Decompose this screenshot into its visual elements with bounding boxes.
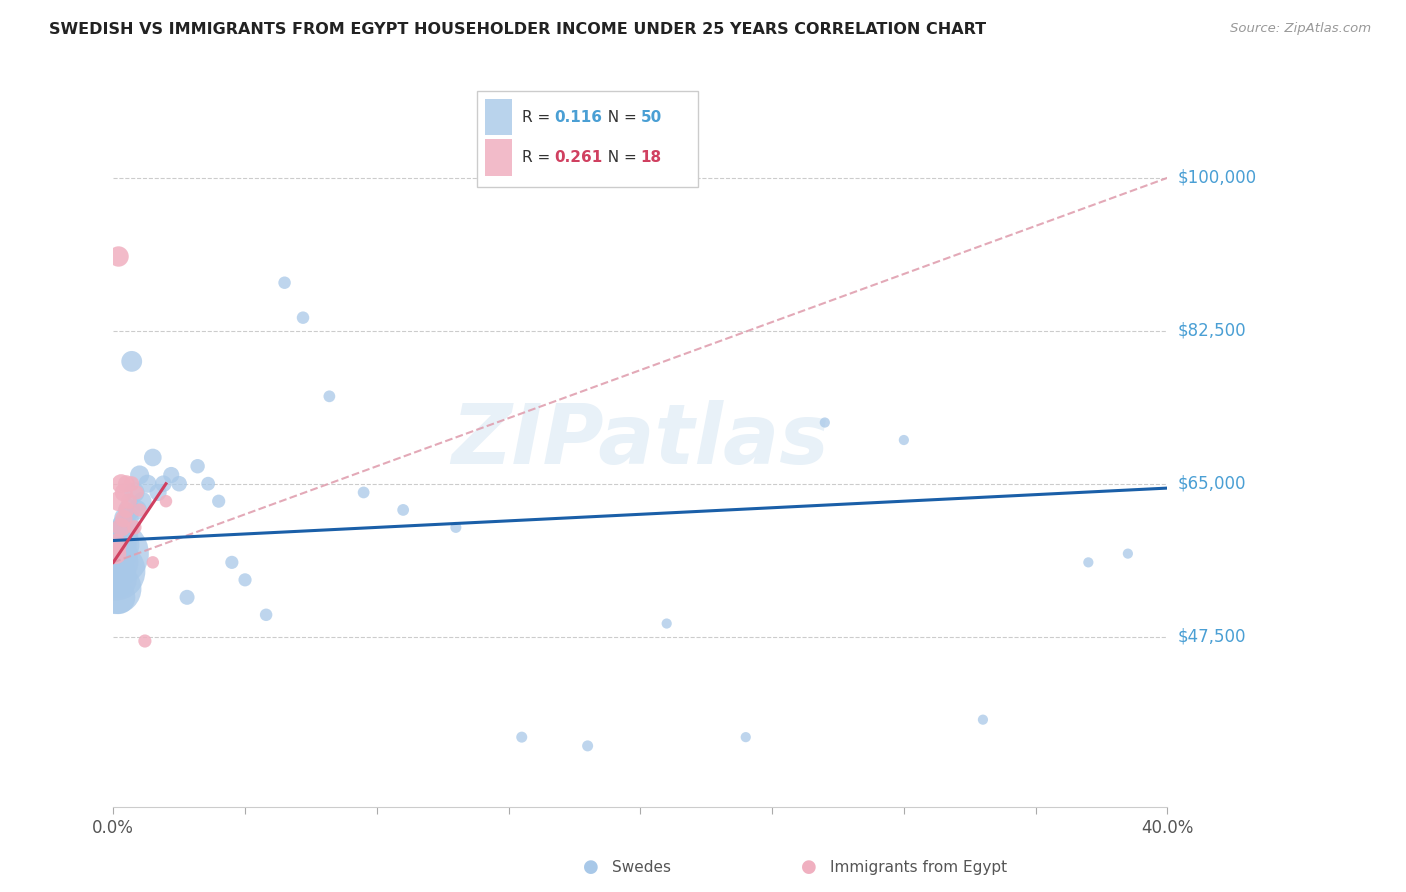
Text: $100,000: $100,000 [1178, 169, 1257, 186]
Point [110, 520, 132, 534]
Point [197, 476, 219, 491]
Point [112, 485, 135, 500]
Point [104, 538, 127, 552]
Point [142, 450, 165, 465]
Point [107, 555, 129, 569]
Point [104, 582, 127, 596]
Point [160, 467, 183, 482]
Point [104, 547, 127, 561]
Text: ZIPatlas: ZIPatlas [451, 400, 830, 481]
Point [118, 520, 141, 534]
Point [128, 503, 150, 517]
Point [273, 276, 295, 290]
Text: Immigrants from Egypt: Immigrants from Egypt [830, 860, 1007, 874]
Text: 0.116: 0.116 [554, 110, 602, 125]
Point [318, 389, 340, 403]
Point [208, 494, 231, 508]
Text: ●: ● [582, 858, 599, 876]
Point [187, 459, 209, 474]
Point [121, 354, 143, 368]
Point [125, 485, 148, 500]
Point [124, 485, 146, 500]
Point [221, 555, 243, 569]
Point [110, 476, 132, 491]
Point [1116, 547, 1139, 561]
Point [124, 520, 146, 534]
Text: 50: 50 [640, 110, 662, 125]
Point [118, 503, 141, 517]
Text: SWEDISH VS IMMIGRANTS FROM EGYPT HOUSEHOLDER INCOME UNDER 25 YEARS CORRELATION C: SWEDISH VS IMMIGRANTS FROM EGYPT HOUSEHO… [49, 22, 987, 37]
Point [134, 634, 156, 648]
Point [233, 573, 256, 587]
Point [107, 250, 129, 264]
Text: R =: R = [522, 110, 555, 125]
Point [115, 511, 138, 525]
Text: Source: ZipAtlas.com: Source: ZipAtlas.com [1230, 22, 1371, 36]
Point [107, 538, 129, 552]
Point [353, 485, 375, 500]
Point [125, 503, 148, 517]
Point [142, 555, 165, 569]
Point [115, 529, 138, 543]
Point [110, 529, 132, 543]
Point [576, 739, 599, 753]
Point [112, 511, 135, 525]
Point [118, 494, 141, 508]
Point [110, 564, 132, 578]
Point [112, 520, 135, 534]
Point [107, 591, 129, 605]
Point [655, 616, 678, 631]
Point [155, 494, 177, 508]
Point [167, 476, 190, 491]
Text: 0.261: 0.261 [554, 150, 602, 165]
Point [254, 607, 277, 622]
Point [115, 476, 138, 491]
FancyBboxPatch shape [477, 91, 699, 186]
Text: R =: R = [522, 150, 555, 165]
Point [292, 310, 315, 325]
Bar [485, 139, 512, 176]
Text: $82,500: $82,500 [1178, 322, 1247, 340]
Point [152, 476, 174, 491]
Point [510, 730, 533, 744]
Point [734, 730, 756, 744]
Point [146, 485, 169, 500]
Point [107, 494, 129, 508]
Point [112, 538, 135, 552]
Point [176, 591, 198, 605]
Point [444, 520, 467, 534]
Point [972, 713, 994, 727]
Text: N =: N = [598, 110, 641, 125]
Text: $47,500: $47,500 [1178, 628, 1247, 646]
Point [131, 494, 153, 508]
Point [110, 547, 132, 561]
Point [128, 467, 150, 482]
Point [121, 476, 143, 491]
Text: Swedes: Swedes [612, 860, 671, 874]
Point [115, 503, 138, 517]
Text: $65,000: $65,000 [1178, 475, 1247, 492]
Text: N =: N = [598, 150, 641, 165]
Point [107, 573, 129, 587]
Bar [485, 99, 512, 136]
Point [104, 547, 127, 561]
Text: ●: ● [800, 858, 817, 876]
Point [136, 476, 159, 491]
Point [104, 564, 127, 578]
Point [115, 547, 138, 561]
Point [392, 503, 415, 517]
Point [1077, 555, 1099, 569]
Text: 18: 18 [640, 150, 661, 165]
Point [814, 416, 837, 430]
Point [893, 433, 915, 447]
